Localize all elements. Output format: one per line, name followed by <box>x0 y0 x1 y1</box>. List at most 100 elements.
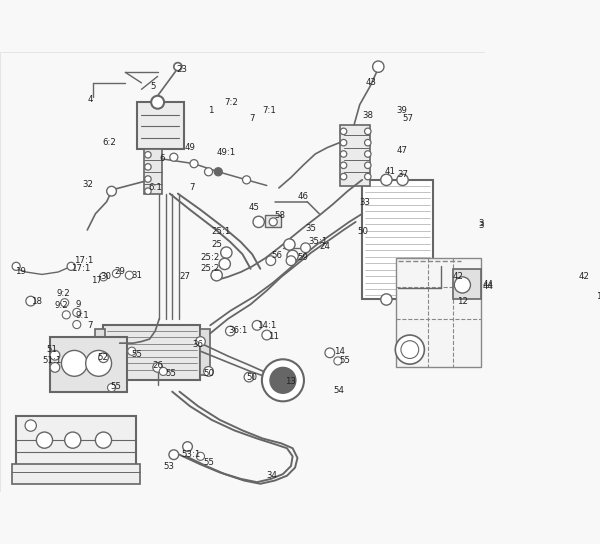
Circle shape <box>340 128 347 134</box>
Text: 12: 12 <box>457 296 468 306</box>
Text: 6: 6 <box>159 154 165 163</box>
Circle shape <box>73 320 81 329</box>
Text: 54: 54 <box>334 386 345 394</box>
Bar <box>12 465 140 484</box>
Bar <box>265 215 281 227</box>
Text: 25:2: 25:2 <box>200 264 220 273</box>
Circle shape <box>262 359 304 401</box>
Circle shape <box>169 450 179 460</box>
Circle shape <box>62 311 70 319</box>
Text: 38: 38 <box>362 110 373 120</box>
Text: 34: 34 <box>267 471 278 480</box>
Circle shape <box>365 139 371 146</box>
Text: 55: 55 <box>204 458 215 467</box>
Text: 25:1: 25:1 <box>212 227 231 236</box>
Text: 57: 57 <box>403 114 413 123</box>
Text: 7: 7 <box>249 114 254 123</box>
Text: 7:2: 7:2 <box>225 98 239 107</box>
Text: 47: 47 <box>396 146 407 155</box>
Bar <box>144 149 161 194</box>
Circle shape <box>340 174 347 180</box>
Circle shape <box>334 357 342 365</box>
Circle shape <box>128 347 136 355</box>
Text: 55: 55 <box>166 369 177 379</box>
Text: 55: 55 <box>132 350 143 359</box>
Circle shape <box>196 337 205 347</box>
Text: 55: 55 <box>340 356 350 366</box>
Circle shape <box>266 256 275 265</box>
Text: 25: 25 <box>212 240 223 249</box>
Text: 53:1: 53:1 <box>181 450 200 459</box>
Text: 44: 44 <box>482 282 494 291</box>
Text: 5: 5 <box>151 82 156 91</box>
Circle shape <box>340 139 347 146</box>
Text: 3: 3 <box>479 219 484 228</box>
Circle shape <box>107 186 116 196</box>
Circle shape <box>226 326 235 336</box>
Circle shape <box>174 63 182 71</box>
Bar <box>200 329 210 375</box>
Circle shape <box>301 243 310 252</box>
Text: 35:1: 35:1 <box>309 237 328 246</box>
Text: 30: 30 <box>100 273 111 281</box>
Text: 52: 52 <box>97 353 108 362</box>
Circle shape <box>125 271 133 279</box>
Text: 13: 13 <box>284 378 296 386</box>
Text: 49:1: 49:1 <box>217 148 236 157</box>
Text: 36:1: 36:1 <box>228 326 247 335</box>
Bar <box>16 416 136 474</box>
Circle shape <box>286 256 296 265</box>
Text: 17:1: 17:1 <box>74 256 94 265</box>
Text: 1: 1 <box>208 106 213 115</box>
Circle shape <box>145 164 151 170</box>
Text: 26: 26 <box>152 361 163 370</box>
Circle shape <box>190 159 198 168</box>
Text: 7:1: 7:1 <box>263 106 277 115</box>
Circle shape <box>12 262 20 270</box>
Text: 7: 7 <box>88 321 93 330</box>
Text: 55: 55 <box>110 382 121 391</box>
Text: 7: 7 <box>189 183 194 193</box>
Circle shape <box>214 168 222 176</box>
Text: 37: 37 <box>398 170 409 180</box>
Circle shape <box>204 367 214 376</box>
Text: 9:1: 9:1 <box>75 311 89 320</box>
Bar <box>362 180 433 300</box>
Circle shape <box>219 258 230 270</box>
Text: 29: 29 <box>115 268 125 276</box>
Text: 59: 59 <box>298 253 308 262</box>
Text: 23: 23 <box>176 65 187 75</box>
Text: 46: 46 <box>298 191 308 201</box>
Text: 24: 24 <box>319 242 330 251</box>
Bar <box>396 258 481 367</box>
Circle shape <box>98 353 109 362</box>
Text: 32: 32 <box>82 180 94 189</box>
Circle shape <box>50 362 60 372</box>
Bar <box>452 269 481 300</box>
Bar <box>103 325 200 380</box>
Circle shape <box>381 294 392 305</box>
Text: 58: 58 <box>275 211 286 220</box>
Circle shape <box>365 151 371 157</box>
Text: 35: 35 <box>305 224 317 233</box>
Circle shape <box>401 341 419 358</box>
Text: 41: 41 <box>385 167 396 176</box>
Circle shape <box>395 335 424 364</box>
Text: 49: 49 <box>184 143 195 152</box>
Text: 9: 9 <box>75 300 80 309</box>
Circle shape <box>86 350 112 376</box>
Circle shape <box>145 152 151 158</box>
Circle shape <box>159 367 167 375</box>
Circle shape <box>242 176 251 184</box>
Circle shape <box>107 384 116 392</box>
Circle shape <box>287 250 298 262</box>
Circle shape <box>244 372 254 382</box>
Text: 31: 31 <box>131 271 142 280</box>
Text: 43: 43 <box>365 78 376 88</box>
Text: 17:1: 17:1 <box>71 264 91 273</box>
Circle shape <box>61 299 69 307</box>
Text: 51:1: 51:1 <box>42 356 61 366</box>
Circle shape <box>73 308 81 317</box>
Text: 44: 44 <box>482 281 494 289</box>
Text: 27: 27 <box>179 273 190 281</box>
